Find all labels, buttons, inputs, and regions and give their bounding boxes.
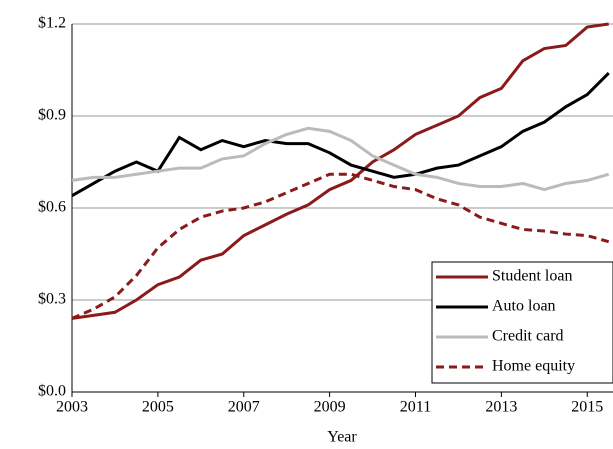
y-tick-label: $0.0 (38, 383, 66, 400)
series-line (71, 172, 610, 320)
legend-label: Student loan (492, 268, 572, 285)
y-tick-label: $0.6 (38, 199, 66, 216)
x-tick-label: 2015 (571, 399, 603, 416)
x-tick-label: 2005 (142, 399, 174, 416)
x-tick-label: 2003 (56, 399, 88, 416)
y-tick-label: $1.2 (38, 15, 66, 32)
legend-label: Credit card (492, 328, 564, 345)
legend-label: Auto loan (492, 298, 556, 315)
legend-label: Home equity (492, 358, 575, 375)
series-line (71, 126, 610, 192)
legend-box (431, 261, 613, 384)
x-tick-label: 2007 (228, 399, 260, 416)
x-tick-label: 2011 (400, 399, 431, 416)
series-line (71, 72, 610, 198)
series-line (71, 22, 609, 320)
x-axis-label: Year (327, 429, 357, 446)
y-tick-label: $0.3 (38, 291, 66, 308)
x-tick-label: 2009 (314, 399, 346, 416)
x-tick-label: 2013 (485, 399, 517, 416)
y-tick-label: $0.9 (38, 107, 66, 124)
